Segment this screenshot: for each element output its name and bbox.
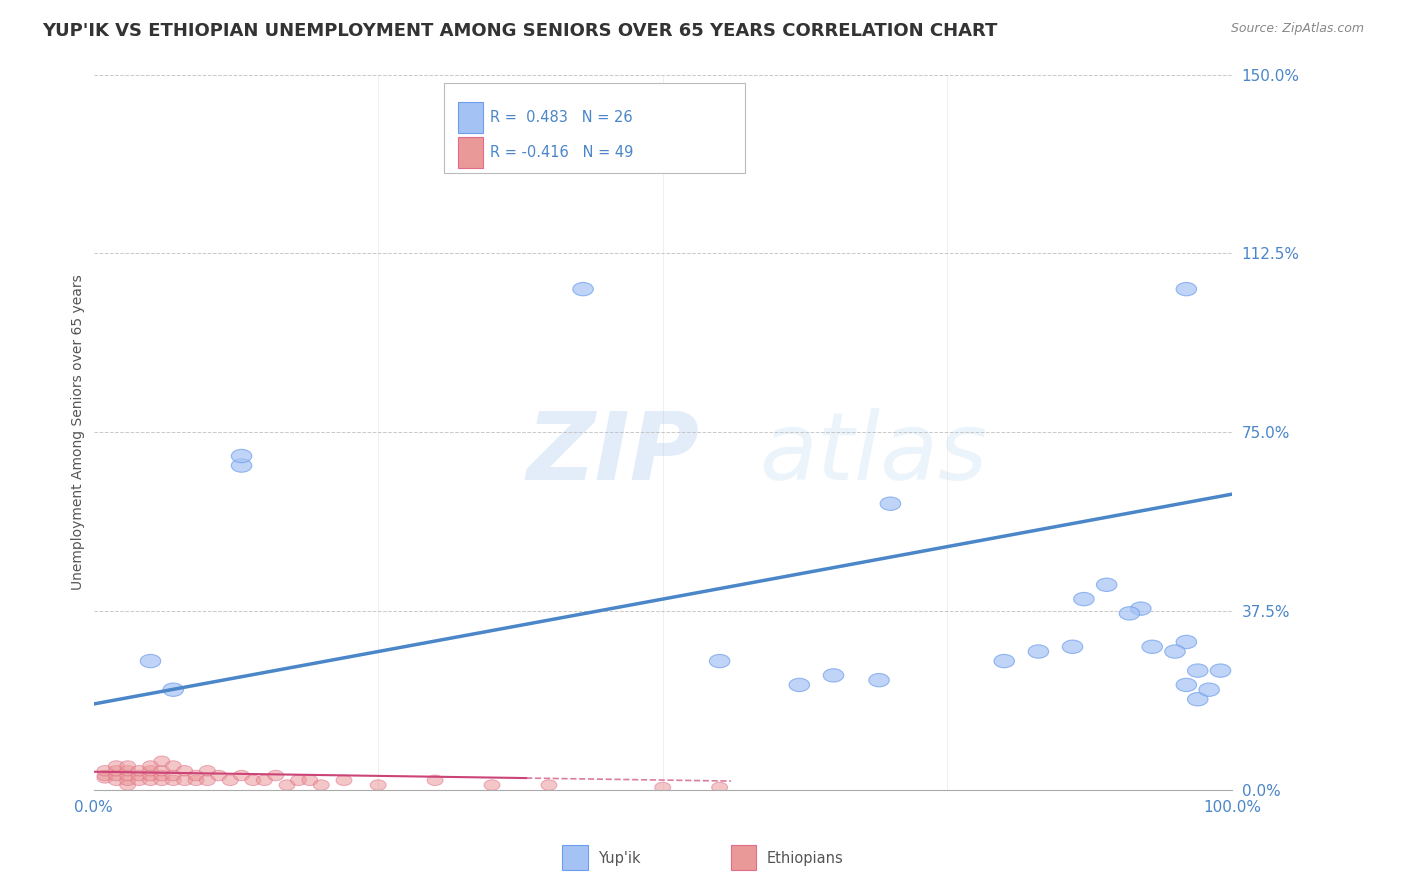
Ellipse shape [108, 775, 124, 786]
Ellipse shape [188, 775, 204, 786]
Ellipse shape [302, 775, 318, 786]
Ellipse shape [131, 775, 148, 786]
Ellipse shape [222, 775, 238, 786]
Ellipse shape [120, 765, 136, 776]
Ellipse shape [880, 497, 901, 510]
Ellipse shape [1063, 640, 1083, 654]
Ellipse shape [1164, 645, 1185, 658]
Ellipse shape [824, 669, 844, 682]
Ellipse shape [153, 771, 170, 780]
Ellipse shape [131, 765, 148, 776]
Ellipse shape [166, 771, 181, 780]
Ellipse shape [1028, 645, 1049, 658]
Ellipse shape [541, 780, 557, 790]
Ellipse shape [1130, 602, 1152, 615]
Ellipse shape [710, 655, 730, 668]
Text: ZIP: ZIP [526, 408, 699, 500]
Ellipse shape [108, 765, 124, 776]
Ellipse shape [869, 673, 889, 687]
Ellipse shape [484, 780, 501, 790]
Ellipse shape [108, 771, 124, 780]
Ellipse shape [153, 775, 170, 786]
Ellipse shape [142, 771, 159, 780]
Ellipse shape [291, 775, 307, 786]
Ellipse shape [177, 765, 193, 776]
Ellipse shape [97, 772, 112, 783]
Ellipse shape [233, 771, 249, 780]
Ellipse shape [153, 756, 170, 766]
Ellipse shape [211, 771, 226, 780]
Ellipse shape [336, 775, 352, 786]
Text: atlas: atlas [759, 409, 988, 500]
Ellipse shape [1175, 678, 1197, 691]
Ellipse shape [120, 780, 136, 790]
Ellipse shape [166, 761, 181, 772]
Ellipse shape [131, 771, 148, 780]
Ellipse shape [280, 780, 295, 790]
Ellipse shape [1199, 683, 1219, 697]
Ellipse shape [314, 780, 329, 790]
Ellipse shape [245, 775, 262, 786]
Ellipse shape [141, 655, 160, 668]
Ellipse shape [267, 771, 284, 780]
Ellipse shape [1175, 635, 1197, 648]
Text: R =  0.483   N = 26: R = 0.483 N = 26 [491, 111, 633, 126]
Ellipse shape [789, 678, 810, 691]
Ellipse shape [108, 761, 124, 772]
Ellipse shape [994, 655, 1015, 668]
Ellipse shape [120, 761, 136, 772]
Ellipse shape [188, 771, 204, 780]
Ellipse shape [153, 765, 170, 776]
Ellipse shape [256, 775, 273, 786]
Ellipse shape [1175, 283, 1197, 296]
Ellipse shape [655, 782, 671, 793]
Ellipse shape [1188, 692, 1208, 706]
Y-axis label: Unemployment Among Seniors over 65 years: Unemployment Among Seniors over 65 years [72, 275, 86, 590]
Ellipse shape [142, 761, 159, 772]
Ellipse shape [1211, 664, 1230, 677]
Ellipse shape [1142, 640, 1163, 654]
Ellipse shape [1097, 578, 1116, 591]
Text: R = -0.416   N = 49: R = -0.416 N = 49 [491, 145, 634, 160]
Text: YUP'IK VS ETHIOPIAN UNEMPLOYMENT AMONG SENIORS OVER 65 YEARS CORRELATION CHART: YUP'IK VS ETHIOPIAN UNEMPLOYMENT AMONG S… [42, 22, 997, 40]
Ellipse shape [97, 771, 112, 780]
Text: Yup'ik: Yup'ik [598, 851, 640, 865]
Ellipse shape [1188, 664, 1208, 677]
Ellipse shape [427, 775, 443, 786]
Text: Source: ZipAtlas.com: Source: ZipAtlas.com [1230, 22, 1364, 36]
Ellipse shape [163, 683, 184, 697]
Ellipse shape [370, 780, 387, 790]
Ellipse shape [97, 765, 112, 776]
Ellipse shape [572, 283, 593, 296]
Ellipse shape [232, 458, 252, 472]
Text: Ethiopians: Ethiopians [766, 851, 844, 865]
Ellipse shape [166, 775, 181, 786]
Ellipse shape [142, 765, 159, 776]
Ellipse shape [232, 450, 252, 463]
Ellipse shape [711, 782, 728, 793]
Ellipse shape [120, 775, 136, 786]
Ellipse shape [1074, 592, 1094, 606]
Ellipse shape [200, 765, 215, 776]
Ellipse shape [200, 775, 215, 786]
Ellipse shape [177, 775, 193, 786]
Ellipse shape [1119, 607, 1140, 620]
Ellipse shape [120, 771, 136, 780]
Ellipse shape [142, 775, 159, 786]
